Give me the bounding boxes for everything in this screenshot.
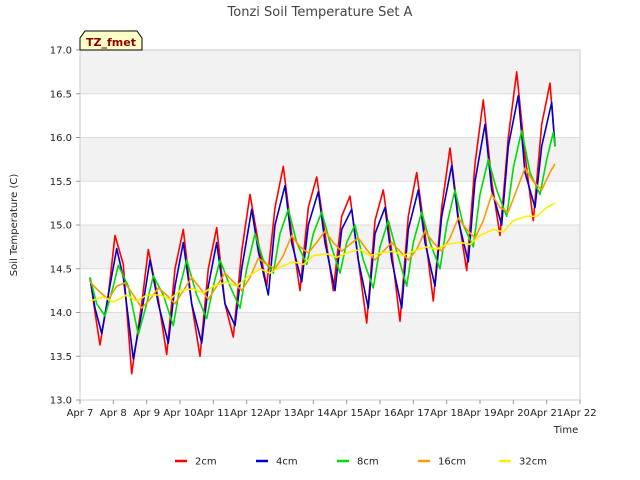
series-lines <box>89 71 556 375</box>
x-tick-label: Apr 16 <box>363 408 396 419</box>
y-tick-label: 14.5 <box>50 264 72 275</box>
chart-title: Tonzi Soil Temperature Set A <box>227 5 413 20</box>
legend-item-2cm: 2cm <box>175 457 217 468</box>
y-tick-label: 14.0 <box>50 308 72 319</box>
x-tick-label: Apr 13 <box>263 408 296 419</box>
y-tick-label: 15.0 <box>50 221 72 232</box>
legend-item-32cm: 32cm <box>499 457 547 468</box>
y-tick-label: 13.5 <box>50 352 72 363</box>
site-tag-box <box>79 30 143 51</box>
x-tick-label: Apr 8 <box>100 408 127 419</box>
x-tick-label: Apr 19 <box>463 408 496 419</box>
x-tick-label: Apr 14 <box>297 408 330 419</box>
y-tick-label: 13.0 <box>50 396 72 407</box>
x-axis-ticks: Apr 7 Apr 8 Apr 9 Apr 10 Apr 11 Apr 12 Apr 13 A… <box>67 400 597 419</box>
x-tick-label: Apr 12 <box>230 408 263 419</box>
x-tick-label: Apr 11 <box>197 408 230 419</box>
y-tick-label: 17.0 <box>50 46 72 57</box>
legend-label: 32cm <box>519 457 547 468</box>
x-tick-label: Apr 10 <box>163 408 196 419</box>
x-tick-label: Apr 7 <box>67 408 94 419</box>
series-line-16cm <box>89 163 556 309</box>
x-tick-label: Apr 15 <box>330 408 363 419</box>
x-axis-label: Time <box>553 425 578 436</box>
x-tick-label: Apr 21 <box>530 408 563 419</box>
site-tag: TZ_fmet <box>79 30 143 51</box>
legend-item-8cm: 8cm <box>337 457 379 468</box>
legend-label: 2cm <box>195 457 217 468</box>
y-tick-label: 16.5 <box>50 89 72 100</box>
legend-label: 8cm <box>357 457 379 468</box>
plot-band <box>80 137 580 182</box>
x-tick-label: Apr 22 <box>563 408 596 419</box>
x-tick-label: Apr 20 <box>497 408 530 419</box>
series-line-32cm <box>89 202 556 303</box>
series-line-4cm <box>89 94 556 360</box>
y-axis-label: Soil Temperature (C) <box>9 174 20 277</box>
y-tick-label: 15.5 <box>50 177 72 188</box>
x-tick-label: Apr 9 <box>133 408 160 419</box>
legend-item-4cm: 4cm <box>256 457 298 468</box>
x-tick-label: Apr 17 <box>397 408 430 419</box>
plot-band <box>80 225 580 269</box>
site-tag-label: TZ_fmet <box>86 36 136 49</box>
y-axis-ticks: 13.0 13.5 14.0 14.5 15.0 15.5 16.0 16.5 17.0 <box>50 46 80 407</box>
plot-band <box>80 312 580 357</box>
legend-label: 4cm <box>276 457 298 468</box>
plot-band <box>80 50 580 94</box>
legend-item-16cm: 16cm <box>418 457 466 468</box>
x-tick-label: Apr 18 <box>430 408 463 419</box>
y-tick-label: 16.0 <box>50 133 72 144</box>
series-line-8cm <box>89 129 556 336</box>
legend: 2cm 4cm 8cm 16cm 32cm <box>175 457 547 468</box>
legend-label: 16cm <box>438 457 466 468</box>
